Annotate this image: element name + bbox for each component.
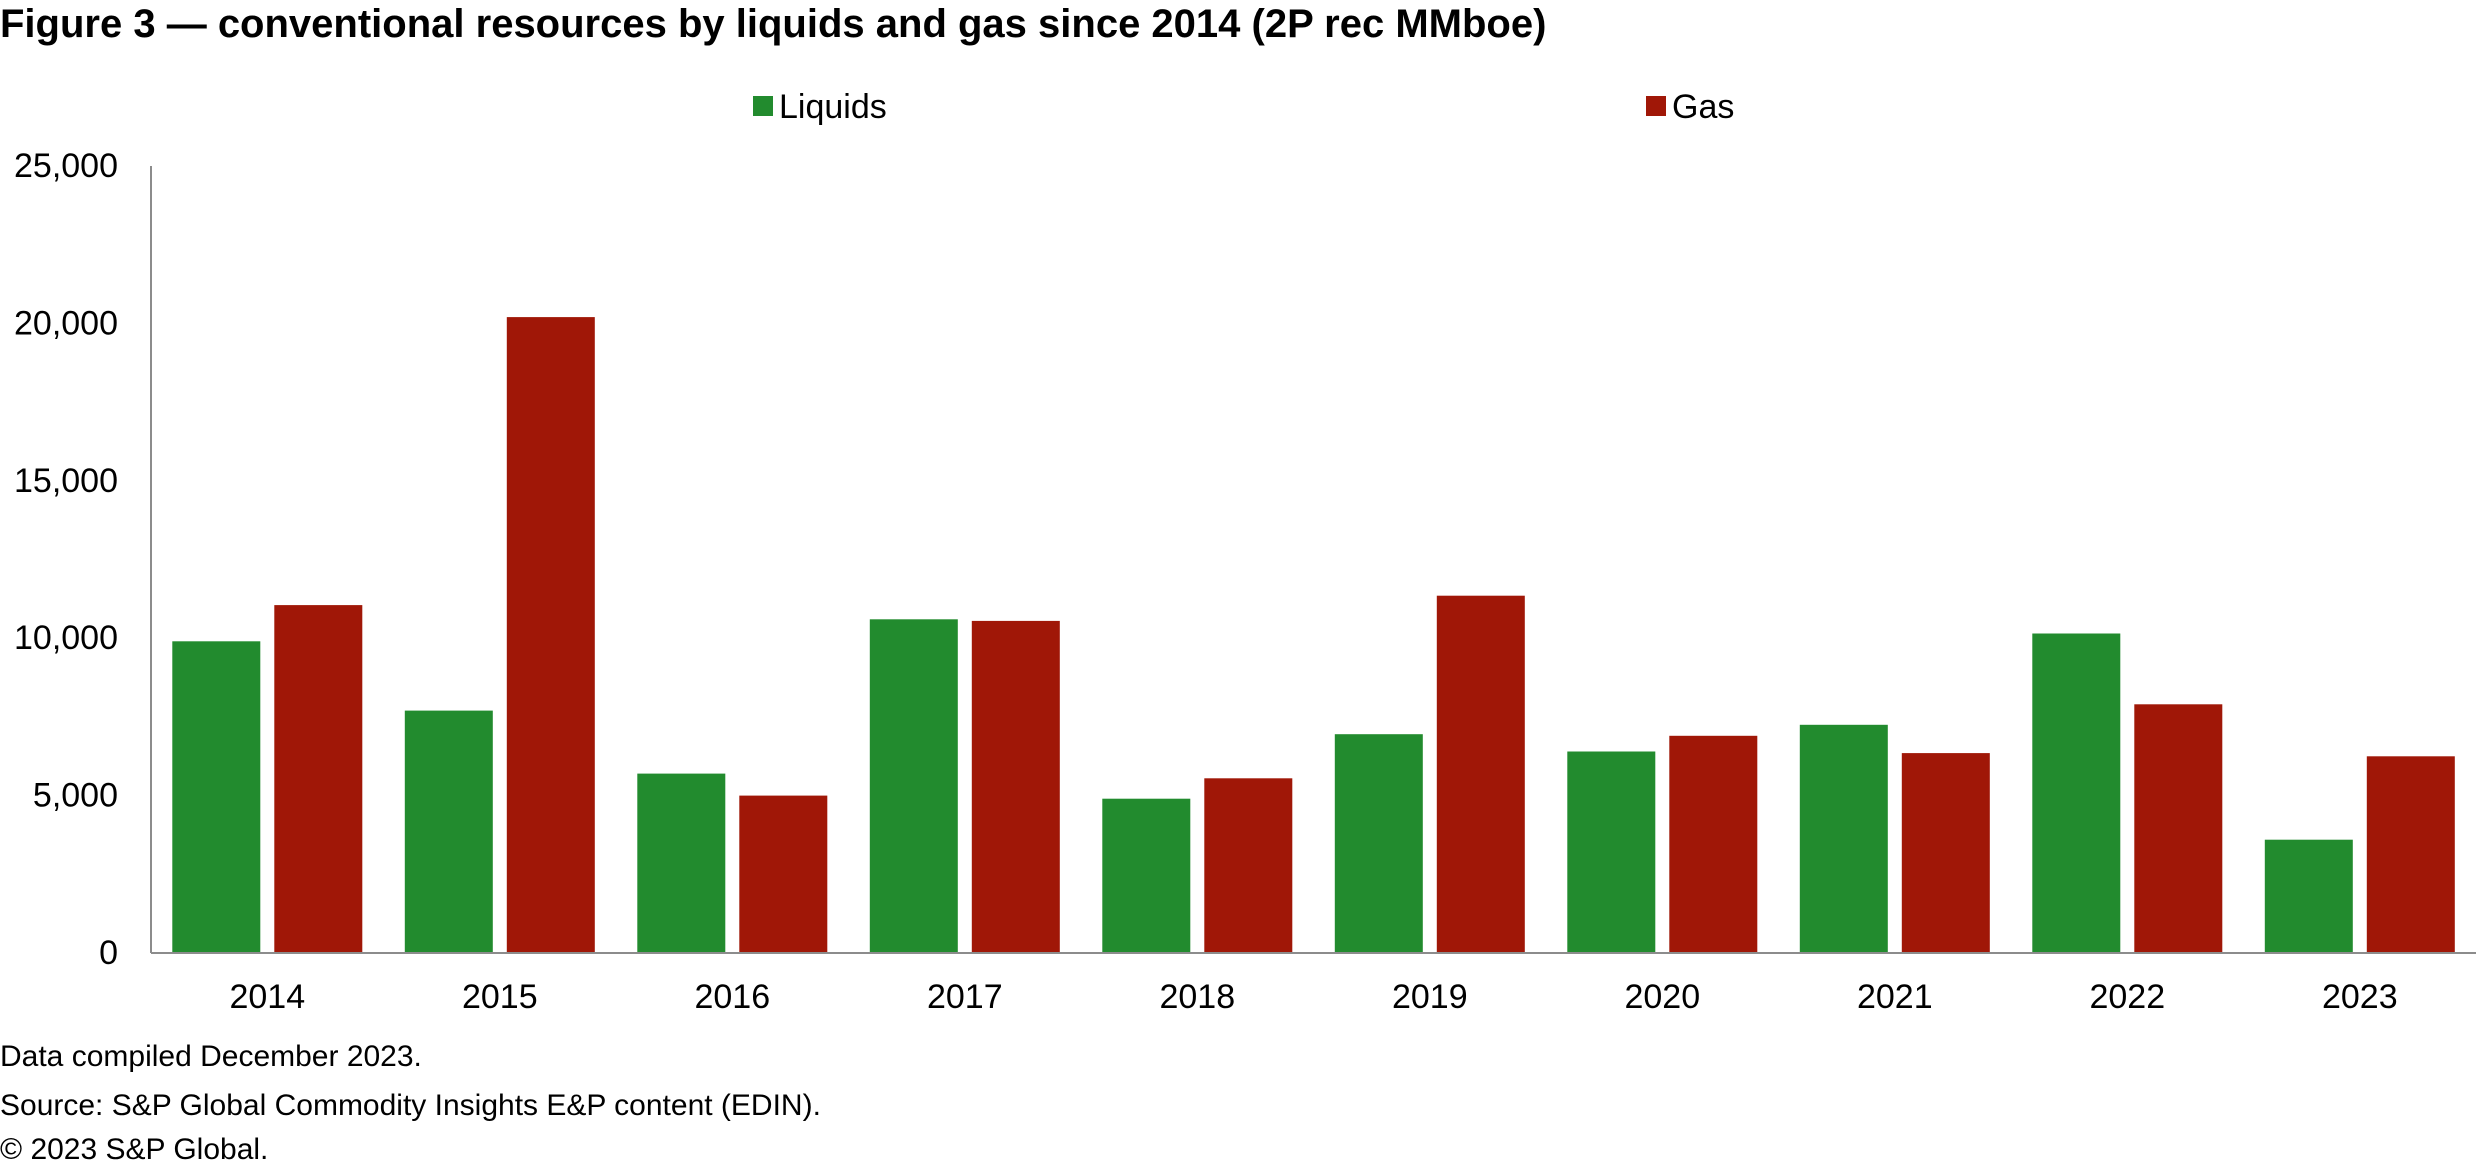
bar-gas-2019	[1436, 595, 1525, 953]
bar-liquids-2020	[1567, 751, 1656, 953]
bar-liquids-2017	[869, 619, 958, 953]
bar-gas-2017	[971, 620, 1060, 953]
note-source: Source: S&P Global Commodity Insights E&…	[0, 1089, 821, 1122]
x-tick-label: 2019	[1392, 978, 1468, 1016]
y-tick-label: 10,000	[14, 619, 118, 657]
bar-liquids-2016	[637, 773, 726, 953]
bar-gas-2014	[274, 605, 363, 953]
x-tick-label: 2018	[1159, 978, 1235, 1016]
x-tick-label: 2014	[229, 978, 305, 1016]
bar-gas-2018	[1204, 778, 1293, 953]
legend-swatch-gas	[1646, 96, 1666, 116]
bar-liquids-2018	[1102, 798, 1191, 953]
legend: Liquids Gas	[753, 88, 1734, 126]
chart-title: Figure 3 — conventional resources by liq…	[0, 2, 1547, 46]
x-tick-label: 2023	[2322, 978, 2398, 1016]
y-tick-label: 20,000	[14, 304, 118, 342]
y-tick-label: 0	[99, 934, 118, 972]
bar-gas-2015	[506, 317, 595, 954]
bar-gas-2023	[2366, 756, 2455, 954]
bar-liquids-2019	[1334, 734, 1423, 953]
note-data-compiled: Data compiled December 2023.	[0, 1040, 422, 1073]
bar-gas-2021	[1901, 753, 1990, 953]
bar-liquids-2022	[2032, 633, 2121, 953]
legend-label-gas: Gas	[1672, 88, 1734, 126]
bar-liquids-2014	[172, 641, 261, 953]
y-tick-label: 5,000	[33, 777, 118, 815]
x-tick-label: 2015	[462, 978, 538, 1016]
bar-chart: Liquids Gas 0 5,000 10,000 15,000 20,000 25,00…	[14, 88, 2476, 1016]
bar-gas-2022	[2134, 704, 2223, 953]
bar-liquids-2021	[1799, 724, 1888, 953]
y-tick-label: 15,000	[14, 462, 118, 500]
x-tick-label: 2022	[2089, 978, 2165, 1016]
x-tick-label: 2021	[1857, 978, 1933, 1016]
x-tick-label: 2017	[927, 978, 1003, 1016]
bars	[172, 317, 2455, 954]
x-axis-ticks: 2014 2015 2016 2017 2018 2019 2020 2021 2022 2023	[229, 978, 2397, 1016]
legend-swatch-liquids	[753, 96, 773, 116]
x-tick-label: 2016	[694, 978, 770, 1016]
y-axis-ticks: 0 5,000 10,000 15,000 20,000 25,000	[14, 147, 118, 972]
y-tick-label: 25,000	[14, 147, 118, 185]
bar-liquids-2015	[404, 710, 493, 953]
x-tick-label: 2020	[1624, 978, 1700, 1016]
bar-liquids-2023	[2264, 839, 2353, 953]
bar-gas-2020	[1669, 735, 1758, 953]
bar-gas-2016	[739, 795, 828, 953]
note-copyright: © 2023 S&P Global.	[0, 1133, 269, 1166]
legend-label-liquids: Liquids	[779, 88, 887, 126]
